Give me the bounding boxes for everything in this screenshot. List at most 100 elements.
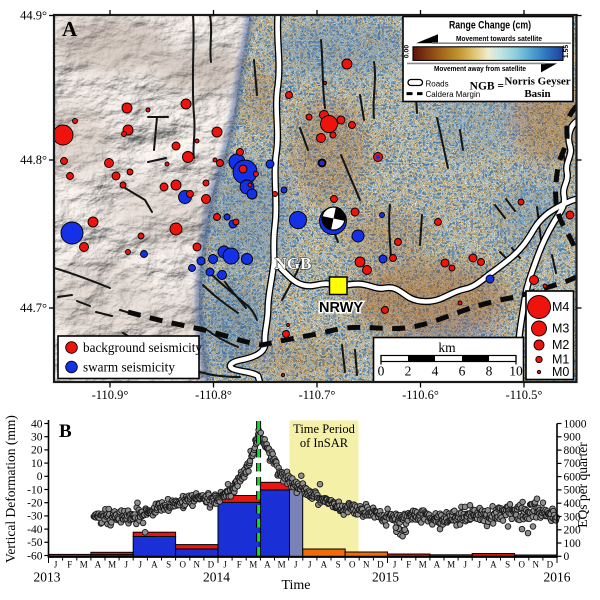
svg-text:20: 20 <box>31 445 43 457</box>
svg-text:A: A <box>490 560 497 570</box>
svg-text:200: 200 <box>564 525 582 537</box>
svg-text:-10: -10 <box>27 484 43 496</box>
svg-text:0.00: 0.00 <box>404 45 411 58</box>
svg-text:Movement towards satellite: Movement towards satellite <box>456 34 542 43</box>
svg-text:background seismicity: background seismicity <box>83 340 202 355</box>
svg-text:-110.5°: -110.5° <box>506 388 543 402</box>
svg-text:0: 0 <box>378 364 385 379</box>
svg-text:4: 4 <box>432 364 439 379</box>
svg-text:0: 0 <box>37 471 43 483</box>
svg-text:NRWY: NRWY <box>319 300 363 316</box>
svg-text:M: M <box>419 560 427 570</box>
svg-text:N: N <box>194 560 201 570</box>
svg-text:Caldera Margin: Caldera Margin <box>426 90 481 99</box>
svg-text:M: M <box>447 560 455 570</box>
svg-text:D: D <box>547 560 554 570</box>
svg-text:2014: 2014 <box>203 570 230 585</box>
svg-text:J: J <box>139 560 143 570</box>
svg-text:-40: -40 <box>27 524 43 536</box>
svg-text:J: J <box>124 560 128 570</box>
svg-text:D: D <box>377 560 384 570</box>
svg-text:-30: -30 <box>27 511 43 523</box>
svg-text:A: A <box>264 560 271 570</box>
svg-text:2013: 2013 <box>34 570 61 585</box>
svg-text:M: M <box>278 560 286 570</box>
svg-text:J: J <box>478 560 482 570</box>
svg-text:F: F <box>67 560 72 570</box>
svg-text:300: 300 <box>564 511 582 523</box>
svg-text:N: N <box>533 560 540 570</box>
svg-text:-110.9°: -110.9° <box>92 388 129 402</box>
svg-text:8: 8 <box>486 364 493 379</box>
svg-text:Vertical Deformation (mm): Vertical Deformation (mm) <box>3 415 18 563</box>
svg-text:6: 6 <box>459 364 466 379</box>
svg-text:1000: 1000 <box>564 418 587 430</box>
svg-text:O: O <box>518 560 525 570</box>
svg-text:100: 100 <box>564 538 582 550</box>
svg-text:Roads: Roads <box>426 79 449 88</box>
svg-text:Norris Geyser: Norris Geyser <box>504 76 570 88</box>
svg-text:A: A <box>62 17 78 41</box>
svg-text:M0: M0 <box>552 365 569 379</box>
svg-text:Time Period: Time Period <box>293 422 355 436</box>
svg-text:-110.8°: -110.8° <box>195 388 232 402</box>
svg-text:44.7°: 44.7° <box>20 301 47 315</box>
svg-text:-110.6°: -110.6° <box>402 388 439 402</box>
svg-text:M3: M3 <box>552 322 569 336</box>
svg-text:Time: Time <box>281 578 310 593</box>
svg-text:Basin: Basin <box>524 88 550 100</box>
svg-text:-50: -50 <box>27 537 43 549</box>
svg-text:M: M <box>80 560 88 570</box>
svg-text:O: O <box>179 560 186 570</box>
svg-text:A: A <box>95 560 102 570</box>
svg-text:EQs per quarter: EQs per quarter <box>575 442 590 528</box>
svg-text:M4: M4 <box>552 300 569 314</box>
svg-text:B: B <box>59 421 72 442</box>
svg-text:F: F <box>406 560 411 570</box>
svg-text:M: M <box>249 560 257 570</box>
svg-text:40: 40 <box>31 418 43 430</box>
svg-text:NGB =: NGB = <box>470 81 504 93</box>
svg-text:S: S <box>336 560 341 570</box>
svg-text:M1: M1 <box>552 353 569 367</box>
svg-text:800: 800 <box>564 445 582 457</box>
svg-text:2016: 2016 <box>544 570 571 585</box>
svg-text:O: O <box>349 560 356 570</box>
svg-text:-20: -20 <box>27 498 43 510</box>
svg-text:M2: M2 <box>552 338 569 352</box>
svg-text:2015: 2015 <box>372 570 399 585</box>
svg-text:30: 30 <box>31 432 43 444</box>
svg-text:S: S <box>505 560 510 570</box>
svg-text:Movement away from satellite: Movement away from satellite <box>434 64 526 73</box>
svg-text:NGB: NGB <box>275 254 312 273</box>
svg-text:J: J <box>54 560 58 570</box>
svg-text:J: J <box>308 560 312 570</box>
svg-text:500: 500 <box>564 485 582 497</box>
svg-text:900: 900 <box>564 432 582 444</box>
svg-text:A: A <box>321 560 328 570</box>
svg-text:-110.7°: -110.7° <box>299 388 336 402</box>
svg-text:2: 2 <box>405 364 412 379</box>
svg-text:F: F <box>237 560 242 570</box>
svg-text:A: A <box>151 560 158 570</box>
svg-text:km: km <box>438 340 456 355</box>
svg-text:J: J <box>223 560 227 570</box>
svg-text:M: M <box>108 560 116 570</box>
svg-text:10: 10 <box>31 458 43 470</box>
svg-text:-60: -60 <box>27 550 43 562</box>
svg-text:N: N <box>363 560 370 570</box>
svg-text:J: J <box>393 560 397 570</box>
svg-text:44.8°: 44.8° <box>20 153 47 167</box>
svg-text:J: J <box>463 560 467 570</box>
svg-text:44.9°: 44.9° <box>20 9 47 23</box>
svg-text:0: 0 <box>564 551 570 563</box>
svg-text:J: J <box>294 560 298 570</box>
svg-text:700: 700 <box>564 458 582 470</box>
svg-text:600: 600 <box>564 471 582 483</box>
svg-text:Range Change (cm): Range Change (cm) <box>449 20 531 32</box>
svg-text:swarm seismicity: swarm seismicity <box>83 360 175 375</box>
svg-text:of InSAR: of InSAR <box>300 436 349 450</box>
svg-text:400: 400 <box>564 498 582 510</box>
svg-text:10: 10 <box>509 364 523 379</box>
svg-text:1.55: 1.55 <box>563 45 570 58</box>
